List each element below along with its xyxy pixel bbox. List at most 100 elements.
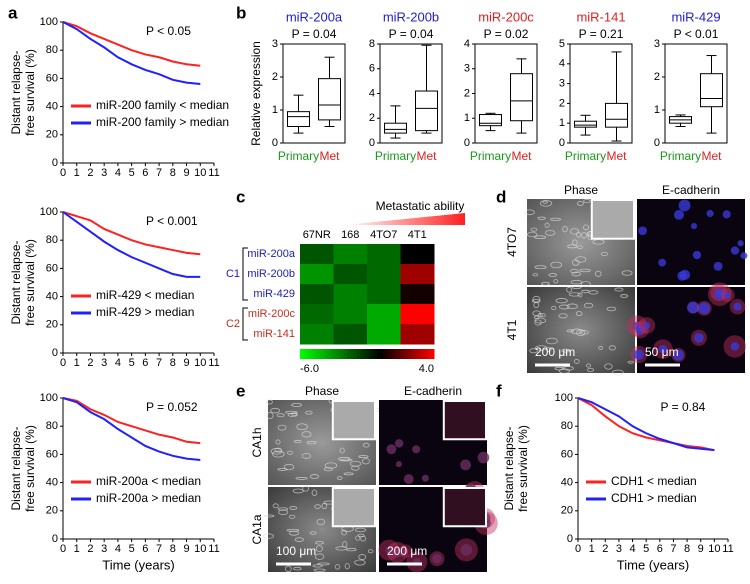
cell [355,535,361,541]
nucleus [713,261,723,271]
heat-cell [300,284,334,305]
x-tick-label: 7 [156,543,162,555]
cell [313,568,326,572]
cell [283,463,295,471]
y-tick-label: 3 [464,63,470,75]
box-title: miR-429 [671,9,720,24]
y-tick-label: 2 [369,112,375,124]
cell [587,367,595,373]
x-tick-label: 8 [170,543,176,555]
nucleus [724,292,731,299]
cell [277,468,288,471]
colorbar-step [413,349,418,359]
colorbar-step [363,349,368,359]
cell [294,537,304,543]
cell [340,458,353,462]
cell [577,292,583,298]
nucleus [658,258,667,267]
nucleus [698,302,711,315]
x-tick-label: 4 [115,543,121,555]
cell [627,360,634,364]
nucleus [421,474,429,482]
row-label: miR-200a [247,248,296,260]
x-tick-label: Met [606,149,627,163]
colorbar-step [356,349,361,359]
colorbar-step [350,349,355,359]
y-tick-label: 100 [40,16,58,28]
y-tick-label: 100 [40,206,58,218]
cell [272,450,285,458]
column-header: E-cadherin [404,384,462,398]
column-header: E-cadherin [662,183,720,197]
y-tick-label: 0 [369,137,375,149]
y-axis-label: Relative expression [249,41,263,146]
panel-label: e [236,381,245,400]
colorbar-step [387,349,391,359]
cell [263,533,275,539]
legend-label: miR-200a > median [96,491,201,505]
cell [580,281,591,288]
cell [534,319,542,326]
cell [555,298,568,304]
heatmap-title: Metastatic ability [376,199,465,213]
x-tick-label: Met [511,149,532,163]
colorbar-step [343,349,348,359]
colorbar-step [423,349,428,359]
colorbar-step [306,349,311,359]
nucleus [733,302,742,311]
ability-gradient [345,213,465,225]
cell [344,563,350,570]
scale-label: 100 μm [276,544,316,558]
y-axis-label: free survival (%) [23,49,37,136]
cell [529,348,538,354]
heat-cell [333,244,368,265]
cell [285,410,298,414]
x-tick-label: 11 [208,167,219,179]
legend-label: miR-200 family > median [96,115,229,129]
colorbar-step [370,349,375,359]
cell [600,251,608,257]
y-tick-label: 1 [559,117,565,129]
cell [537,216,546,220]
column-label: 67NR [303,229,331,241]
cell [334,564,341,570]
cell [561,348,570,353]
colorbar-step [397,349,401,359]
x-tick-label: 5 [129,357,135,369]
cell [305,410,313,415]
colorbar-step [300,349,304,359]
box [384,122,407,134]
x-tick-label: Primary [375,149,416,163]
y-axis-label: free survival (%) [23,425,37,512]
y-tick-label: 0 [567,533,573,545]
x-tick-label: Met [319,149,340,163]
cell [339,447,345,454]
legend-label: CDH1 < median [611,474,697,488]
x-tick-label: Met [701,149,722,163]
y-tick-label: 80 [561,420,573,432]
box [605,102,628,128]
nucleus [673,349,684,361]
colorbar-step [360,349,365,359]
cell [551,305,557,311]
colorbar-step [417,349,422,359]
annotation: P < 0.001 [146,214,198,228]
column-label: 4TO7 [370,229,397,241]
colorbar-step [346,349,351,359]
y-tick-label: 4 [369,87,375,99]
y-axis-label: Distant relapse- [502,426,516,510]
cell [360,535,367,542]
x-tick-label: Primary [660,149,701,163]
x-tick-label: Primary [278,149,319,163]
cell [527,231,538,238]
nucleus [643,322,651,329]
colorbar-step [330,349,334,359]
panel-label: b [236,3,246,22]
cell [583,302,594,309]
cell [321,502,328,510]
cell [606,306,617,312]
nucleus [674,209,684,220]
heat-cell [400,284,435,305]
plot-frame [664,43,728,144]
box [700,73,723,108]
